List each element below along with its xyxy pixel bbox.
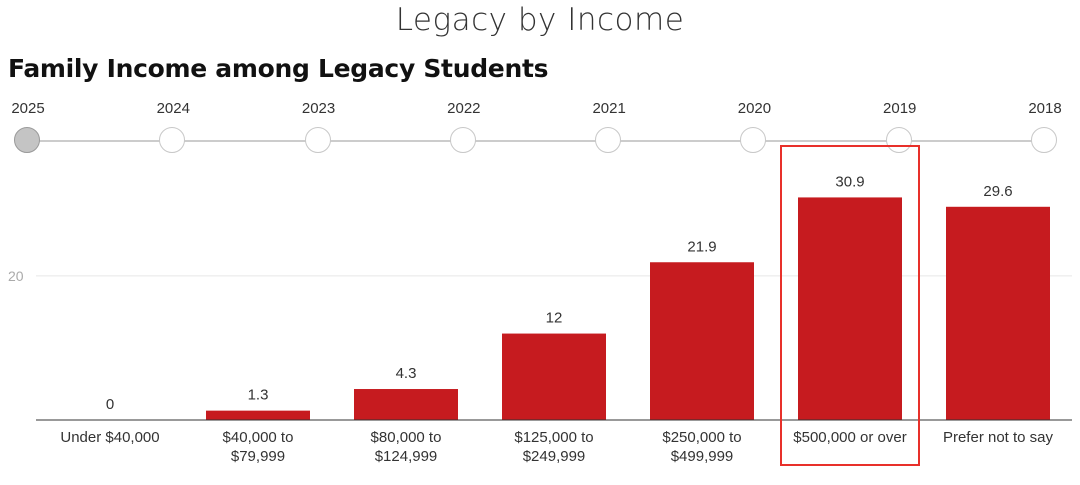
timeline-dot[interactable] (304, 127, 331, 153)
x-category-label: $250,000 to (662, 429, 741, 446)
x-category-label: Prefer not to say (943, 429, 1054, 446)
timeline-year-2022[interactable]: 2022 (424, 96, 504, 160)
timeline-year-label: 2024 (156, 100, 190, 117)
x-category-label: $249,999 (523, 448, 586, 465)
bar (354, 389, 458, 420)
bar (798, 197, 902, 420)
x-category-label: $40,000 to (223, 429, 294, 446)
timeline-dot[interactable] (159, 127, 186, 153)
bar (206, 410, 310, 420)
timeline-dot[interactable] (595, 127, 622, 153)
timeline-year-label: 2020 (737, 100, 772, 117)
bar (650, 262, 754, 420)
timeline-dot[interactable] (1031, 127, 1057, 153)
x-category-label: $79,999 (231, 448, 285, 465)
bar-value-label: 1.3 (248, 387, 269, 404)
timeline-year-label: 2023 (301, 100, 336, 117)
timeline-year-label: 2018 (1028, 100, 1062, 117)
x-category-label: $124,999 (375, 448, 438, 465)
y-tick-label: 20 (8, 268, 24, 284)
timeline-year-2024[interactable]: 2024 (133, 96, 213, 160)
timeline-dot[interactable] (14, 127, 40, 153)
timeline-dot[interactable] (449, 127, 476, 153)
timeline-year-2023[interactable]: 2023 (279, 96, 359, 160)
x-category-label: $499,999 (671, 448, 734, 465)
chart-title: Family Income among Legacy Students (8, 54, 549, 83)
highlight-box (780, 145, 920, 466)
bar-value-label: 30.9 (835, 173, 864, 190)
x-category-label: Under $40,000 (60, 429, 159, 446)
bar (502, 333, 606, 420)
page-title: Legacy by Income (395, 2, 685, 38)
timeline-year-2020[interactable]: 2020 (714, 96, 794, 160)
timeline-dot[interactable] (885, 127, 912, 153)
year-timeline: 2025 2024 2023 2022 2021 2020 2019 2018 (0, 96, 1080, 160)
x-category-label: $500,000 or over (793, 429, 906, 446)
bar-value-label: 21.9 (687, 238, 716, 255)
timeline-year-2019[interactable]: 2019 (860, 96, 940, 160)
timeline-year-2021[interactable]: 2021 (569, 96, 649, 160)
timeline-year-2018[interactable]: 2018 (1005, 96, 1080, 160)
x-category-label: $125,000 to (514, 429, 593, 446)
bar-value-label: 12 (546, 310, 563, 327)
timeline-dot[interactable] (740, 127, 767, 153)
bar-value-label: 0 (106, 396, 114, 413)
timeline-year-label: 2019 (883, 100, 917, 117)
bar (946, 206, 1050, 420)
timeline-year-label: 2022 (447, 100, 481, 117)
bar-value-label: 29.6 (983, 183, 1012, 200)
timeline-track (28, 140, 1052, 142)
timeline-year-label: 2025 (11, 100, 45, 117)
bar-value-label: 4.3 (396, 365, 417, 382)
x-category-label: $80,000 to (371, 429, 442, 446)
timeline-year-2025[interactable]: 2025 (0, 96, 68, 160)
timeline-year-label: 2021 (592, 100, 626, 117)
